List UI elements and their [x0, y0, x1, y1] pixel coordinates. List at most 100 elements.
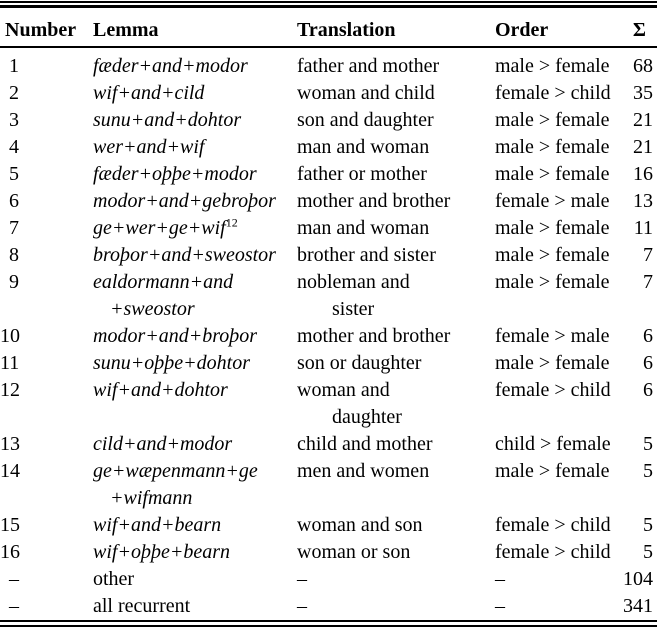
cell-translation: woman and daughter — [297, 377, 402, 431]
cell-translation: man and woman — [297, 215, 429, 242]
cell-order: female > child — [495, 541, 611, 563]
cell-order: male > female — [495, 244, 610, 266]
cell-number: 6 — [9, 190, 19, 212]
cell-order: female > child — [495, 82, 611, 104]
lemma-text: modor+and+gebroþor — [93, 190, 276, 212]
lemma-text-line2: +sweostor — [110, 298, 195, 320]
cell-order: – — [495, 595, 505, 617]
cell-sigma: 16 — [633, 163, 653, 185]
cell-sigma: 6 — [643, 325, 653, 347]
cell-order: male > female — [495, 136, 610, 158]
cell-sigma: 104 — [623, 568, 653, 590]
cell-sigma: 7 — [643, 271, 653, 293]
cell-translation: father and mother — [297, 53, 439, 80]
cell-order: male > female — [495, 217, 610, 239]
cell-lemma: other — [93, 566, 134, 593]
lemma-text: fæder+and+modor — [93, 55, 248, 77]
bottom-rule-outer — [0, 625, 657, 627]
cell-sigma: 5 — [643, 460, 653, 482]
lemma-text: wif+and+bearn — [93, 514, 222, 536]
cell-translation: woman or son — [297, 539, 410, 566]
bottom-rule-inner — [0, 620, 657, 622]
lemma-text: ge+wæpenmann+ge — [93, 460, 258, 482]
cell-sigma: 341 — [623, 595, 653, 617]
lemma-text: wif+oþþe+bearn — [93, 541, 230, 563]
cell-translation: father or mother — [297, 161, 427, 188]
table-row: 11 sunu+oþþe+dohtor son or daughter male > … — [0, 350, 657, 377]
translation-text: men and women — [297, 460, 430, 482]
cell-lemma: wif+oþþe+bearn — [93, 539, 230, 566]
table-row: 12 wif+and+dohtor woman and daughter female … — [0, 377, 657, 431]
translation-text: mother and brother — [297, 190, 451, 212]
table-row: 3 sunu+and+dohtor son and daughter male > f… — [0, 107, 657, 134]
cell-lemma: fæder+oþþe+modor — [93, 161, 257, 188]
cell-sigma: 13 — [633, 190, 653, 212]
table-row: – all recurrent – – 341 — [0, 593, 657, 620]
translation-text: man and woman — [297, 217, 430, 239]
cell-lemma: modor+and+broþor — [93, 323, 257, 350]
cell-sigma: 11 — [633, 217, 653, 239]
lemma-text: other — [93, 568, 135, 590]
cell-translation: – — [297, 566, 307, 593]
cell-translation: child and mother — [297, 431, 433, 458]
translation-text: – — [297, 568, 307, 590]
table-row: 10 modor+and+broþor mother and brother fema… — [0, 323, 657, 350]
cell-number: 9 — [9, 271, 19, 293]
translation-text-line2: daughter — [332, 406, 402, 428]
cell-number: 5 — [9, 163, 19, 185]
translation-text: son and daughter — [297, 109, 434, 131]
table-header-row: Number Lemma Translation Order Σ — [0, 17, 657, 44]
table-row: 8 broþor+and+sweostor brother and sister ma… — [0, 242, 657, 269]
table-row: 9 ealdormann+and +sweostor nobleman and sist… — [0, 269, 657, 323]
table-row: 2 wif+and+cild woman and child female > chi… — [0, 80, 657, 107]
cell-number: 1 — [9, 55, 19, 77]
translation-text: nobleman and — [297, 271, 410, 293]
cell-lemma: fæder+and+modor — [93, 53, 248, 80]
cell-lemma: all recurrent — [93, 593, 190, 620]
cell-sigma: 5 — [643, 541, 653, 563]
lemma-text: sunu+and+dohtor — [93, 109, 242, 131]
cell-order: – — [495, 568, 505, 590]
cell-number: 7 — [9, 217, 19, 239]
table-row: 5 fæder+oþþe+modor father or mother male > … — [0, 161, 657, 188]
lemma-text: modor+and+broþor — [93, 325, 258, 347]
cell-number: – — [9, 568, 19, 590]
translation-text: woman or son — [297, 541, 411, 563]
cell-sigma: 35 — [633, 82, 653, 104]
cell-sigma: 21 — [633, 109, 653, 131]
cell-number: 12 — [0, 379, 20, 401]
lemma-superscript: 12 — [225, 215, 238, 230]
cell-translation: woman and child — [297, 80, 435, 107]
col-header-number: Number — [5, 19, 77, 41]
cell-number: – — [9, 595, 19, 617]
cell-sigma: 6 — [643, 379, 653, 401]
table-row: 13 cild+and+modor child and mother child > … — [0, 431, 657, 458]
lemma-text: cild+and+modor — [93, 433, 233, 455]
cell-sigma: 5 — [643, 514, 653, 536]
translation-text: woman and — [297, 379, 390, 401]
cell-order: female > male — [495, 325, 610, 347]
cell-number: 8 — [9, 244, 19, 266]
cell-number: 14 — [0, 460, 20, 482]
cell-number: 13 — [0, 433, 20, 455]
cell-lemma: ealdormann+and +sweostor — [93, 269, 233, 323]
lemma-text: ge+wer+ge+wif — [93, 217, 226, 239]
table-row: 6 modor+and+gebroþor mother and brother fem… — [0, 188, 657, 215]
cell-translation: son or daughter — [297, 350, 421, 377]
lemma-text: ealdormann+and — [93, 271, 234, 293]
table-row: – other – – 104 — [0, 566, 657, 593]
lemma-text: fæder+oþþe+modor — [93, 163, 257, 185]
cell-sigma: 68 — [633, 55, 653, 77]
cell-lemma: wer+and+wif — [93, 134, 204, 161]
header-separator-rule — [0, 46, 657, 48]
cell-order: male > female — [495, 109, 610, 131]
lemma-text-line2: +wifmann — [110, 487, 193, 509]
cell-order: male > female — [495, 55, 610, 77]
cell-lemma: wif+and+dohtor — [93, 377, 228, 404]
cell-number: 3 — [9, 109, 19, 131]
cell-number: 15 — [0, 514, 20, 536]
col-header-translation: Translation — [297, 19, 396, 41]
cell-translation: mother and brother — [297, 323, 450, 350]
translation-text: mother and brother — [297, 325, 451, 347]
translation-text: brother and sister — [297, 244, 436, 266]
